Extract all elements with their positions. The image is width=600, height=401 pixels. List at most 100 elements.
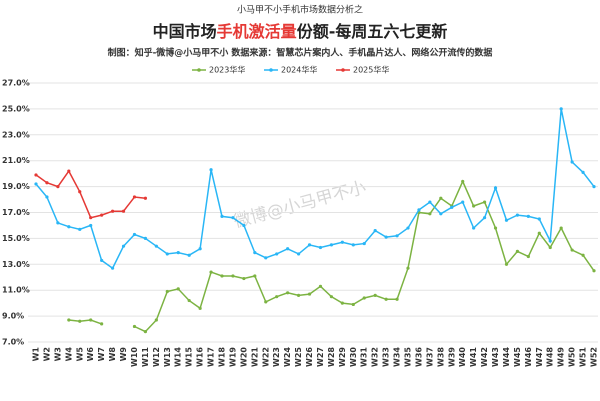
y-tick-label: 15.0% (2, 234, 30, 243)
point (428, 212, 432, 216)
point (472, 204, 476, 208)
point (351, 302, 355, 307)
y-tick-label: 21.0% (2, 156, 30, 165)
x-tick-label: W28 (327, 347, 336, 367)
point (231, 216, 235, 220)
point (34, 182, 38, 186)
point (132, 195, 137, 199)
x-tick-label: W40 (458, 347, 467, 367)
point (67, 225, 71, 229)
y-tick-label: 25.0% (2, 104, 30, 113)
x-tick-label: W20 (239, 347, 248, 367)
point (340, 240, 344, 244)
point (154, 244, 158, 248)
point (34, 173, 38, 177)
x-tick-label: W41 (469, 347, 478, 367)
point (395, 234, 399, 238)
x-tick-label: W49 (557, 347, 566, 367)
point (482, 216, 487, 220)
x-tick-label: W25 (294, 347, 303, 367)
legend-marker (197, 68, 201, 72)
x-tick-label: W51 (579, 347, 588, 367)
point (231, 274, 235, 278)
point (253, 251, 257, 255)
y-tick-label: 9.0% (2, 312, 24, 321)
point (450, 205, 454, 209)
point (67, 318, 71, 322)
y-tick-label: 23.0% (2, 130, 30, 139)
point (406, 266, 410, 270)
point (187, 253, 191, 257)
point (439, 196, 443, 200)
point (176, 251, 180, 255)
point (187, 298, 191, 303)
point (45, 181, 49, 185)
point (132, 324, 137, 329)
point (395, 297, 399, 301)
point (526, 214, 530, 218)
point (220, 214, 224, 218)
x-tick-label: W34 (393, 347, 402, 367)
x-tick-label: W14 (174, 347, 183, 367)
point (78, 190, 82, 194)
x-tick-label: W13 (163, 347, 172, 367)
x-tick-label: W2 (42, 347, 51, 361)
x-tick-label: W33 (382, 347, 391, 367)
point (559, 107, 563, 111)
subtitle: 制图：知乎-微博@小马甲不小 数据来源：智慧芯片案内人、手机晶片达人、网络公开流… (108, 47, 493, 59)
point (165, 289, 169, 294)
point (570, 248, 574, 252)
point (373, 229, 377, 233)
x-tick-label: W26 (305, 347, 314, 367)
point (275, 252, 279, 256)
x-tick-label: W46 (524, 347, 533, 367)
x-tick-label: W12 (152, 347, 161, 367)
x-tick-label: W23 (272, 347, 281, 367)
point (581, 170, 585, 174)
point (67, 169, 71, 173)
x-tick-label: W7 (97, 347, 106, 361)
point (56, 185, 60, 189)
x-tick-label: W50 (568, 347, 577, 367)
y-tick-label: 17.0% (2, 208, 30, 217)
x-tick-label: W11 (141, 347, 150, 367)
x-tick-label: W47 (535, 347, 544, 367)
point (78, 319, 82, 323)
point (275, 295, 279, 299)
point (482, 200, 487, 204)
title-part: 中国市场 (153, 22, 217, 41)
kicker: 小马甲不小手机市场数据分析之 (237, 4, 363, 16)
point (307, 243, 312, 247)
point (264, 300, 268, 304)
point (559, 226, 563, 230)
x-tick-label: W8 (108, 347, 117, 362)
point (373, 293, 377, 297)
point (570, 160, 574, 164)
x-tick-label: W9 (119, 347, 128, 362)
point (472, 226, 476, 230)
point (242, 223, 246, 228)
title-highlight: 手机激活量 (217, 22, 297, 41)
x-tick-label: W3 (53, 347, 62, 361)
y-tick-label: 19.0% (2, 182, 30, 191)
point (307, 292, 312, 296)
point (504, 262, 509, 266)
x-tick-label: W30 (349, 347, 358, 367)
point (362, 241, 366, 246)
y-tick-label: 13.0% (2, 260, 30, 269)
y-tick-label: 7.0% (2, 338, 24, 347)
legend-label: 2025华华 (353, 65, 389, 75)
y-tick-label: 11.0% (2, 286, 30, 295)
x-tick-label: W10 (130, 347, 139, 367)
point (493, 226, 498, 230)
point (209, 168, 213, 172)
point (581, 253, 585, 257)
x-tick-label: W32 (371, 347, 380, 367)
chart-title: 中国市场手机激活量份额-每周五六七更新 (153, 22, 448, 41)
point (537, 231, 541, 235)
point (154, 318, 158, 322)
point (296, 293, 301, 297)
point (318, 245, 323, 250)
point (428, 200, 432, 204)
point (417, 208, 421, 212)
